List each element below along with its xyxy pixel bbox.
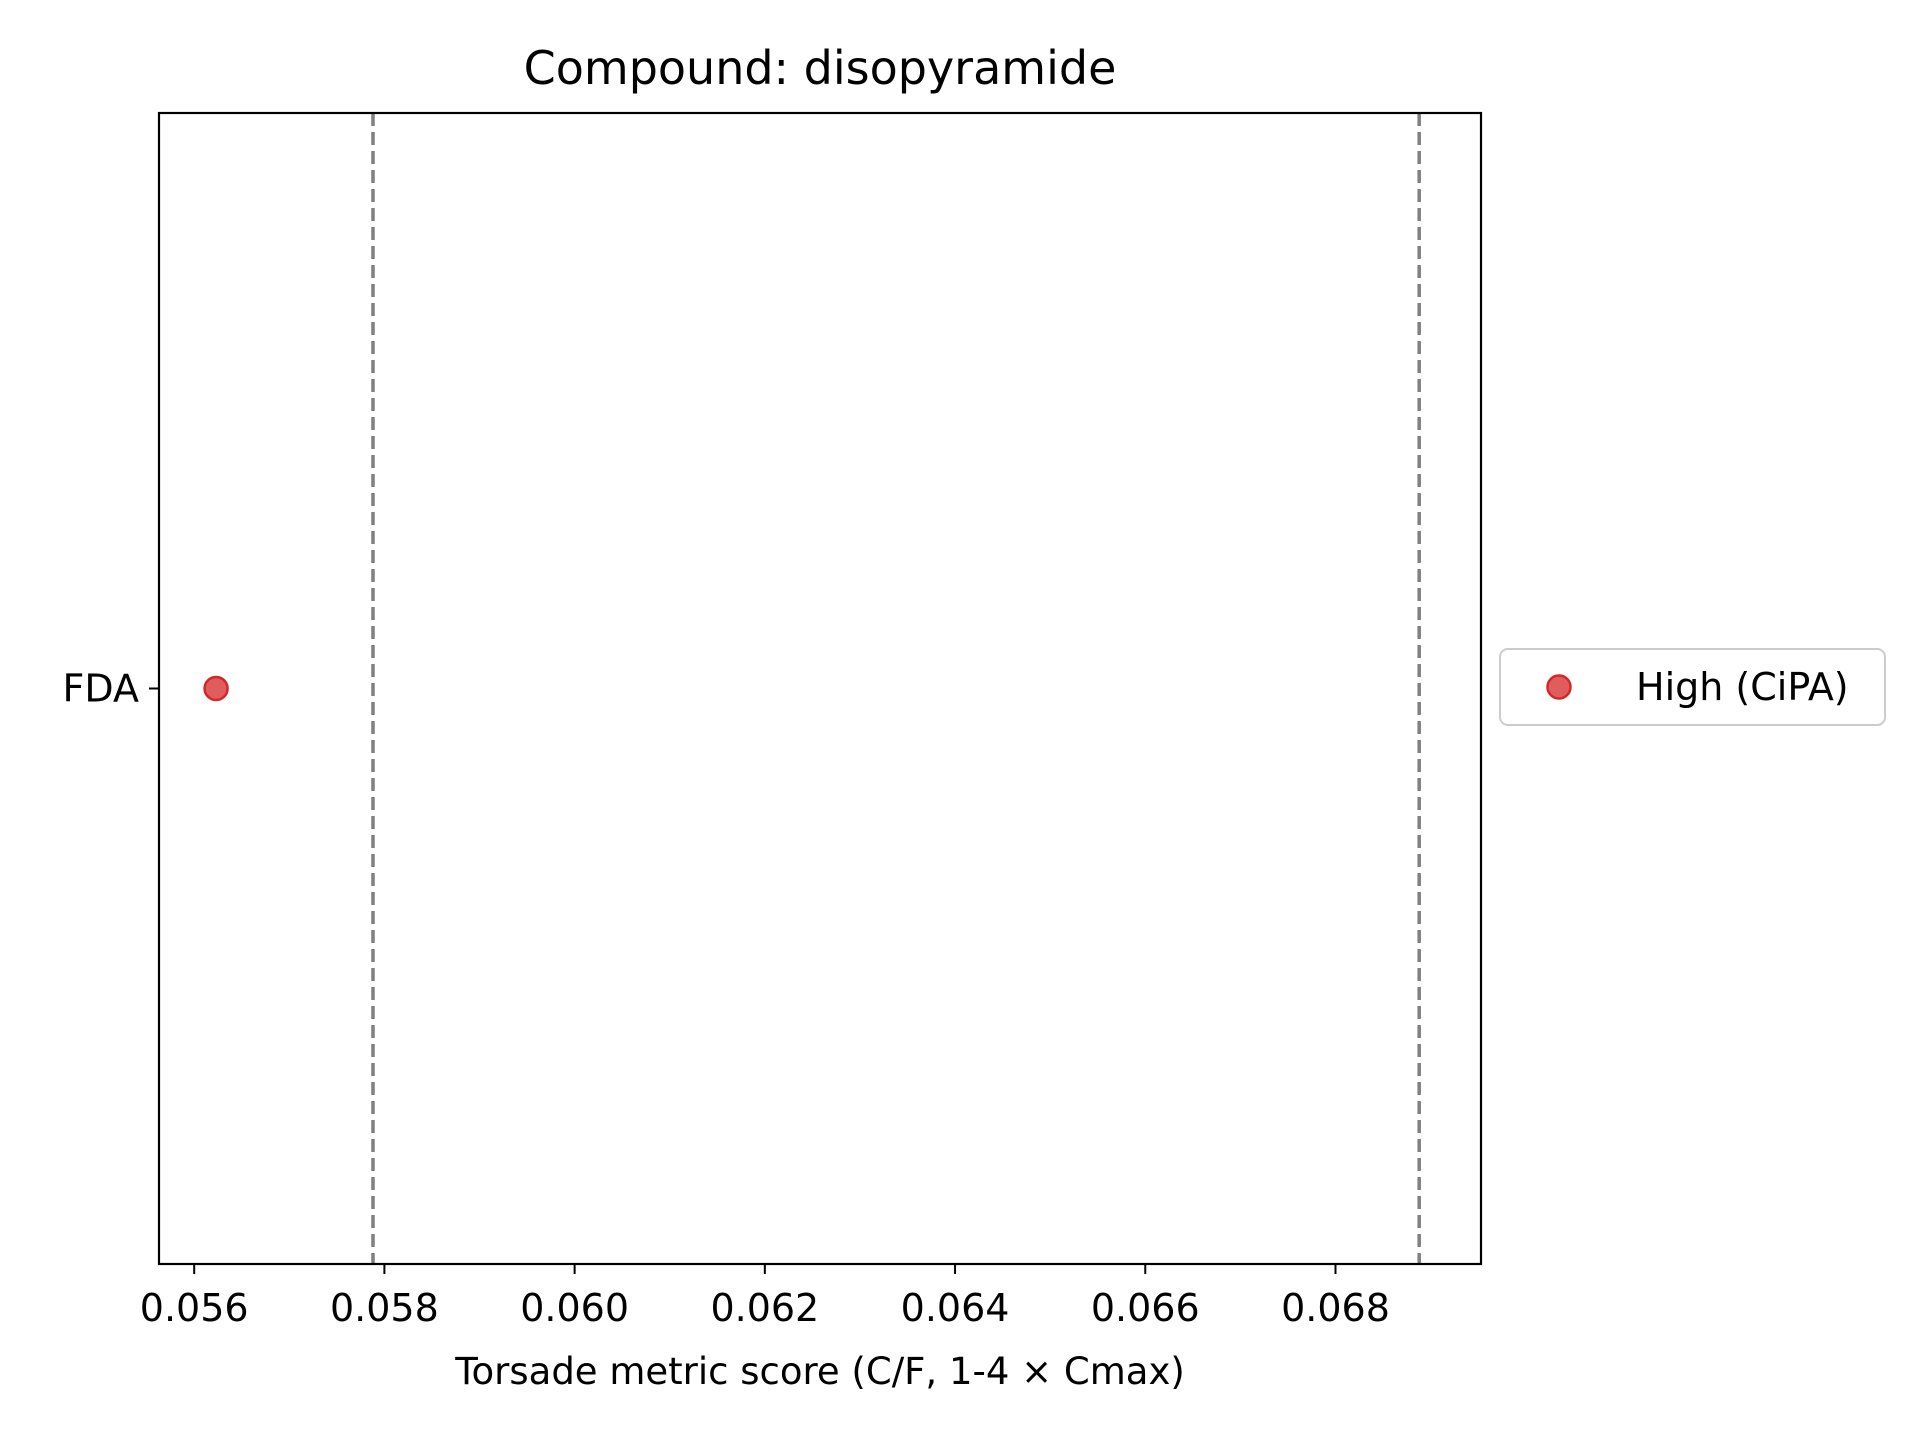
plot-area	[157, 111, 1483, 1266]
legend-marker	[1546, 674, 1572, 700]
chart-title: Compound: disopyramide	[524, 41, 1117, 95]
y-tick-label: FDA	[63, 667, 139, 711]
y-axis-ticks: FDA	[63, 667, 159, 711]
x-axis-ticks: 0.056 0.058 0.060 0.062 0.064 0.066 0.068	[140, 1264, 1390, 1330]
reference-lines	[371, 113, 1421, 1264]
x-axis-label: Torsade metric score (C/F, 1-4 × Cmax)	[454, 1350, 1185, 1393]
data-point-1	[203, 675, 229, 702]
data-points	[203, 675, 229, 702]
x-tick-label: 0.060	[520, 1286, 629, 1330]
legend-entry-high-cipa: High (CiPA)	[1636, 665, 1849, 709]
x-tick-label: 0.056	[140, 1286, 249, 1330]
legend: High (CiPA)	[1499, 648, 1886, 726]
legend-frame	[1499, 648, 1886, 726]
x-tick-label: 0.064	[901, 1286, 1010, 1330]
x-tick-label: 0.068	[1281, 1286, 1390, 1330]
x-tick-label: 0.066	[1091, 1286, 1200, 1330]
x-tick-label: 0.062	[710, 1286, 819, 1330]
x-tick-label: 0.058	[330, 1286, 439, 1330]
